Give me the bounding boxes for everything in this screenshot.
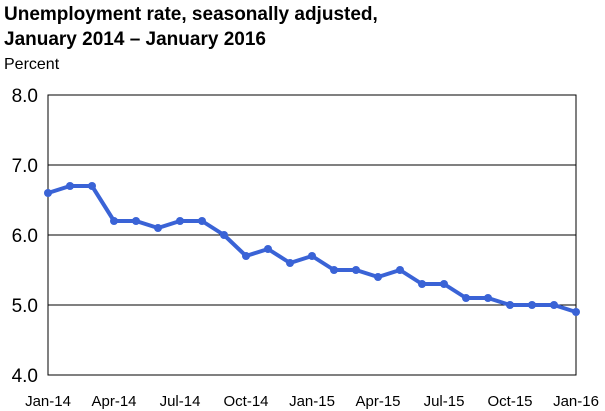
x-tick-label: Apr-14 — [91, 393, 136, 410]
data-point-Feb-15 — [330, 266, 338, 274]
data-point-May-14 — [132, 217, 140, 225]
data-point-Sep-15 — [484, 294, 492, 302]
x-tick-label: Jan-14 — [25, 393, 71, 410]
data-point-Mar-15 — [352, 266, 360, 274]
y-axis-label: Percent — [4, 56, 60, 73]
y-tick-label: 7.0 — [12, 156, 38, 177]
x-tick-label: Jul-14 — [160, 393, 201, 410]
chart-title-line-2: January 2014 – January 2016 — [4, 29, 266, 50]
data-point-Jul-15 — [440, 280, 448, 288]
data-point-Apr-15 — [374, 273, 382, 281]
data-point-Sep-14 — [220, 231, 228, 239]
data-point-Dec-14 — [286, 259, 294, 267]
y-tick-labels: 4.0 5.0 6.0 7.0 8.0 — [12, 86, 38, 387]
y-tick-label: 6.0 — [12, 226, 38, 247]
x-tick-label: Jan-15 — [289, 393, 335, 410]
x-tick-label: Oct-14 — [223, 393, 268, 410]
chart-title: Unemployment rate, seasonally adjusted, … — [4, 2, 378, 52]
data-point-Jan-16 — [572, 308, 580, 316]
chart-title-line-1: Unemployment rate, seasonally adjusted, — [4, 4, 378, 25]
gridlines — [47, 94, 577, 376]
data-point-Apr-14 — [110, 217, 118, 225]
y-tick-label: 4.0 — [12, 366, 38, 387]
data-point-Jul-14 — [176, 217, 184, 225]
x-tick-label: Jan-16 — [553, 393, 599, 410]
x-tick-label: Apr-15 — [355, 393, 400, 410]
x-tick-labels: Jan-14 Apr-14 Jul-14 Oct-14 Jan-15 Apr-15 Jul-… — [25, 393, 599, 410]
data-point-Aug-15 — [462, 294, 470, 302]
data-point-Oct-15 — [506, 301, 514, 309]
series-line — [46, 184, 578, 314]
data-point-Nov-14 — [264, 245, 272, 253]
data-point-Jan-14 — [44, 189, 52, 197]
data-point-May-15 — [396, 266, 404, 274]
data-point-Mar-14 — [88, 182, 96, 190]
data-point-Jun-14 — [154, 224, 162, 232]
data-point-Oct-14 — [242, 252, 250, 260]
data-point-Nov-15 — [528, 301, 536, 309]
data-point-Jun-15 — [418, 280, 426, 288]
data-point-Feb-14 — [66, 182, 74, 190]
x-tick-label: Jul-15 — [424, 393, 465, 410]
series — [44, 182, 580, 316]
y-tick-label: 5.0 — [12, 296, 38, 317]
x-tick-label: Oct-15 — [487, 393, 532, 410]
data-point-Aug-14 — [198, 217, 206, 225]
y-tick-label: 8.0 — [12, 86, 38, 107]
data-point-Jan-15 — [308, 252, 316, 260]
data-point-Dec-15 — [550, 301, 558, 309]
plot-frame — [47, 94, 577, 376]
